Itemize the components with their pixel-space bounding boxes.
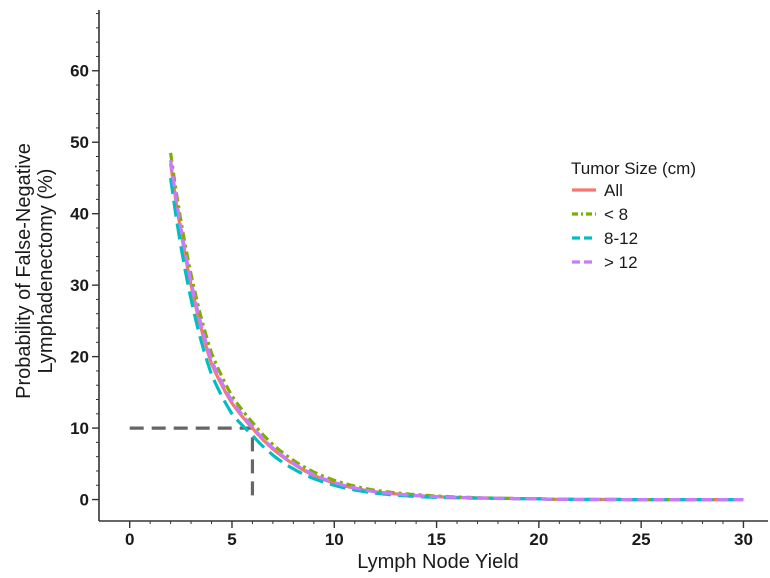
y-tick-label: 50	[70, 133, 89, 152]
x-tick-label: 5	[227, 530, 236, 549]
legend-label: 8-12	[604, 229, 638, 248]
x-tick-label: 25	[632, 530, 651, 549]
x-tick-label: 20	[529, 530, 548, 549]
y-axis-title-line-2: Lymphadenectomy (%)	[35, 169, 57, 374]
series-line-8	[169, 152, 744, 502]
x-axis-title: Lymph Node Yield	[357, 551, 519, 573]
series-line-12	[169, 159, 744, 502]
y-axis-title-line-1: Probability of False-Negative	[13, 143, 35, 399]
y-tick-label: 40	[70, 205, 89, 224]
reference-guide-line	[129, 426, 255, 500]
legend-label: All	[604, 181, 623, 200]
legend-title: Tumor Size (cm)	[571, 159, 696, 178]
y-tick-label: 10	[70, 419, 89, 438]
x-tick-label: 0	[125, 530, 134, 549]
series-line-All	[169, 163, 744, 502]
x-tick-label: 30	[734, 530, 753, 549]
legend-label: > 12	[604, 253, 638, 272]
y-tick-label: 60	[70, 62, 89, 81]
series-line-8-12	[169, 177, 744, 502]
y-tick-label: 0	[80, 491, 89, 510]
legend-label: < 8	[604, 205, 628, 224]
y-tick-label: 30	[70, 276, 89, 295]
x-tick-label: 10	[325, 530, 344, 549]
x-tick-label: 15	[427, 530, 446, 549]
y-tick-label: 20	[70, 348, 89, 367]
